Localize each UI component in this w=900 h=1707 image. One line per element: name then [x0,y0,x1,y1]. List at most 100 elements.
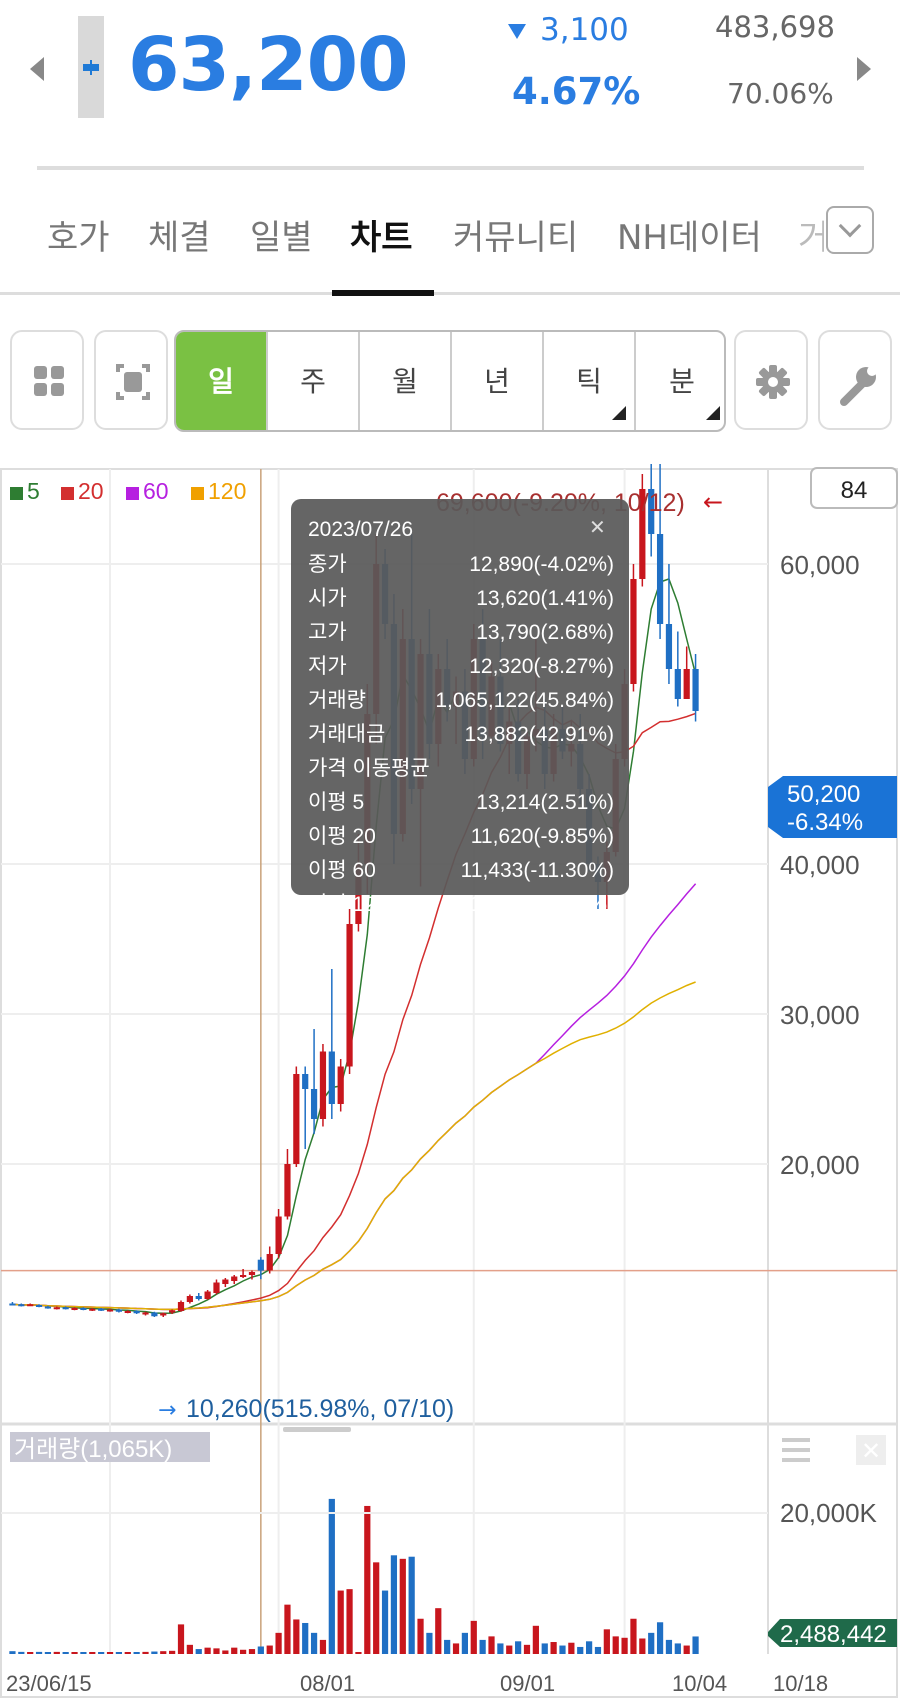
data-tooltip[interactable] [291,499,629,895]
volume-bar [523,1644,531,1654]
date-tick-label: 10/04 [672,1671,727,1696]
period-0-button[interactable]: 일 [176,332,268,430]
candle-body [133,1311,140,1314]
volume-bar [399,1558,406,1654]
volume-bar [319,1639,327,1654]
period-4-button[interactable]: 틱 [544,332,636,430]
tooltip-row-value: 13,882(42.91%) [465,723,614,746]
volume-bar [461,1632,469,1654]
candle-body [62,1307,69,1310]
candle-body [98,1308,105,1311]
tab-community[interactable]: 커뮤니티 [453,218,579,258]
candle-body [27,1304,34,1307]
next-stock-arrow-icon[interactable] [857,57,871,81]
volume-bar [80,1652,87,1654]
candle-body [639,489,646,579]
candle-body [328,1051,335,1104]
volume-bar [328,1498,335,1654]
trade-volume: 483,698 [715,10,835,44]
volume-bar [169,1650,176,1654]
volume-bar [665,1639,673,1654]
tooltip-row-value: 11,060(-14.20%) [459,893,614,916]
hamburger-icon[interactable] [782,1448,810,1452]
hamburger-icon[interactable] [782,1438,810,1442]
candle-body [124,1311,131,1313]
current-price: 63,200 [128,22,409,108]
volume-bar [248,1649,256,1654]
legend-label: 5 [27,478,40,504]
tooltip-row-value: 12,320(-8.27%) [469,655,614,678]
volume-bar [257,1646,264,1654]
volume-bar [373,1562,380,1654]
period-1-button[interactable]: 주 [268,332,360,430]
candle-body [231,1276,238,1281]
tooltip-row-value: 13,790(2.68%) [476,621,614,644]
candle-body [248,1272,256,1275]
legend-swatch [126,487,139,500]
candle-body [302,1074,309,1089]
low-price-label: 10,260(515.98%, 07/10) [186,1395,454,1423]
period-count-box[interactable] [810,467,898,509]
submenu-corner-icon [612,406,626,420]
legend-swatch [191,487,204,500]
volume-bar [53,1651,60,1654]
volume-bar [231,1647,238,1654]
candle-body [337,1066,344,1104]
wrench-icon[interactable] [818,330,892,430]
tooltip-row-value: 13,620(1.41%) [476,587,614,610]
volume-bar [302,1622,309,1654]
volume-last-label: 2,488,442 [780,1621,887,1648]
previous-stock-arrow-icon[interactable] [30,57,44,81]
tooltip-row-label: 거래량 [308,689,366,712]
tab-trades[interactable]: 체결 [148,218,211,258]
pane-resize-handle[interactable] [283,1427,351,1432]
date-tick-label: 09/01 [500,1671,555,1696]
tab-more-partial[interactable]: 거 [798,218,824,258]
candle-body [656,534,664,624]
volume-bar [594,1646,602,1654]
quote-header: 63,200 3,100 4.67% 483,698 70.06% [0,0,900,170]
volume-bar [532,1625,539,1654]
volume-bar [115,1652,123,1654]
date-tick-label: 10/18 [773,1671,828,1696]
candle-body [293,1074,300,1164]
stock-chart[interactable]: 20,000 30,000 40,000 60,000 23/06/15 08/01 09/… [0,399,900,1703]
capture-icon[interactable] [94,330,168,430]
settings-gear-icon[interactable] [734,330,808,430]
tab-hoga[interactable]: 호가 [47,218,110,258]
candle-body [142,1312,149,1315]
period-3-button[interactable]: 년 [452,332,544,430]
period-2-button[interactable]: 월 [360,332,452,430]
volume-bar [355,1652,362,1654]
close-glyph: ✕ [861,1437,881,1465]
tooltip-row-label: 고가 [308,621,347,644]
volume-bar [639,1638,646,1654]
period-5-button[interactable]: 분 [636,332,724,430]
candle-body [177,1302,185,1311]
volume-bar [9,1651,16,1654]
volume-bar [577,1646,584,1654]
grid-icon[interactable] [10,330,84,430]
hamburger-icon[interactable] [782,1458,810,1462]
period-count-label: 84 [841,477,868,504]
candle-body [319,1051,327,1119]
mini-candle-icon [78,16,104,118]
volume-bar [515,1641,522,1654]
tab-chart[interactable]: 차트 [350,218,413,258]
volume-title: 거래량(1,065K) [14,1436,172,1463]
close-icon[interactable] [856,1435,886,1465]
candle-body [115,1309,123,1312]
price-tick-label: 60,000 [780,550,860,580]
chevron-down-icon[interactable] [826,206,874,254]
legend-label: 60 [143,478,169,504]
chart-canvas[interactable]: 20,000 30,000 40,000 60,000 23/06/15 08/01 09/… [0,399,900,1703]
volume-bar [98,1652,105,1654]
volume-bar [293,1619,300,1654]
tab-daily[interactable]: 일별 [250,218,313,258]
down-triangle-icon [508,24,526,39]
tooltip-row-value: 11,620(-9.85%) [471,825,614,848]
volume-bar [133,1652,140,1654]
tab-nh-data[interactable]: NH데이터 [617,218,762,258]
volume-tick-label: 20,000K [780,1498,878,1528]
